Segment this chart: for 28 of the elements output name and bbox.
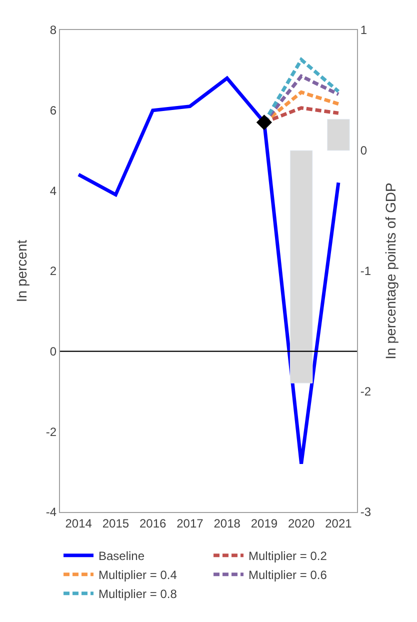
line-series (76, 76, 340, 466)
legend-label: Multiplier = 0.6 (248, 568, 328, 582)
x-tick-label: 2015 (102, 516, 130, 530)
x-tick-label: 2020 (288, 516, 315, 530)
x-tick-label: 2021 (325, 516, 352, 530)
y-tick-label: -2 (46, 424, 57, 439)
legend-label: Multiplier = 0.2 (248, 549, 328, 564)
y-tick-label: 8 (50, 23, 57, 38)
legend-label: Baseline (98, 549, 145, 564)
y-tick-label: 6 (50, 104, 57, 118)
legend-label: Multiplier = 0.8 (98, 587, 178, 602)
y2-tick-label: -2 (360, 384, 372, 399)
y2-axis-title: In percentage points of GDP (382, 182, 399, 360)
y-tick-label: -4 (46, 505, 57, 520)
x-tick-label: 2019 (250, 516, 278, 530)
y-tick-label: 0 (50, 344, 57, 359)
y-tick-label: 2 (50, 264, 57, 278)
y2-tick-label: -3 (360, 505, 372, 520)
x-tick-label: 2014 (65, 516, 92, 530)
x-tick-label: 2018 (214, 516, 241, 530)
y-axis-title: In percent (14, 240, 30, 302)
y2-tick-label: -1 (360, 264, 372, 278)
y2-tick-label: 1 (360, 23, 368, 38)
legend-label: Multiplier = 0.4 (98, 568, 178, 582)
y-tick-label: 4 (50, 184, 57, 198)
x-tick-label: 2017 (176, 516, 204, 530)
x-tick-label: 2016 (139, 516, 166, 530)
y2-tick-label: 0 (360, 144, 368, 158)
